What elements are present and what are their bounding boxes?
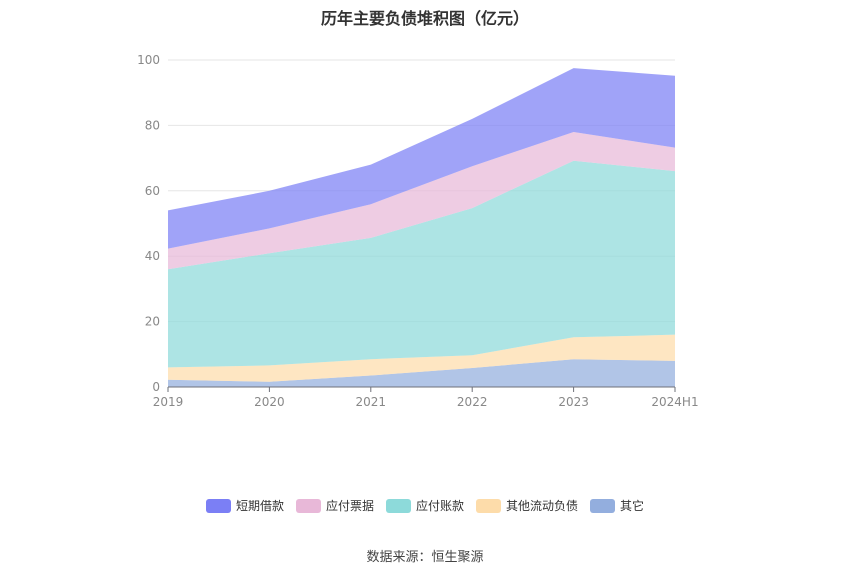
y-tick-label: 80 xyxy=(145,118,160,132)
legend-swatch xyxy=(295,498,321,513)
y-tick-label: 40 xyxy=(145,249,160,263)
legend-label: 其它 xyxy=(620,499,645,513)
chart-title: 历年主要负债堆积图（亿元） xyxy=(320,9,529,28)
legend-item[interactable]: 其它 xyxy=(590,497,644,514)
x-tick-label: 2023 xyxy=(558,395,589,409)
legend-item[interactable]: 应付账款 xyxy=(385,497,464,514)
x-tick-label: 2019 xyxy=(153,395,184,409)
area-series-短期借款 xyxy=(168,68,675,249)
x-tick-label: 2022 xyxy=(457,395,488,409)
legend-label: 其他流动负债 xyxy=(506,499,579,513)
legend-swatch xyxy=(385,498,411,513)
y-tick-label: 20 xyxy=(145,315,160,329)
area-series-其他流动负债 xyxy=(168,334,675,382)
legend-swatch xyxy=(476,498,501,513)
area-series-其它 xyxy=(168,359,675,387)
x-tick-label: 2020 xyxy=(254,395,285,409)
area-series-应付票据 xyxy=(168,131,675,270)
x-tick-label: 2024H1 xyxy=(651,395,698,409)
legend-item[interactable]: 其他流动负债 xyxy=(476,497,578,514)
area-series xyxy=(168,68,675,387)
y-tick-label: 0 xyxy=(152,380,160,394)
legend-label: 应付账款 xyxy=(415,499,464,513)
legend-item[interactable]: 短期借款 xyxy=(205,497,284,514)
x-tick-label: 2021 xyxy=(356,395,387,409)
y-tick-label: 60 xyxy=(145,184,160,198)
legend: 短期借款 应付票据 应付账款 其他流动负债 其它 xyxy=(0,497,850,514)
legend-swatch xyxy=(205,498,231,513)
y-tick-label: 100 xyxy=(137,53,160,67)
axes: 0 20 40 60 80 100 2019 2020 2021 2022 2023 2024H1 xyxy=(137,53,699,409)
legend-label: 短期借款 xyxy=(235,499,284,513)
legend-item[interactable]: 应付票据 xyxy=(295,497,374,514)
legend-label: 应付票据 xyxy=(325,499,374,513)
area-series-应付账款 xyxy=(168,160,675,368)
legend-swatch xyxy=(590,498,616,513)
data-source-note: 数据来源：恒生聚源 xyxy=(366,550,484,565)
